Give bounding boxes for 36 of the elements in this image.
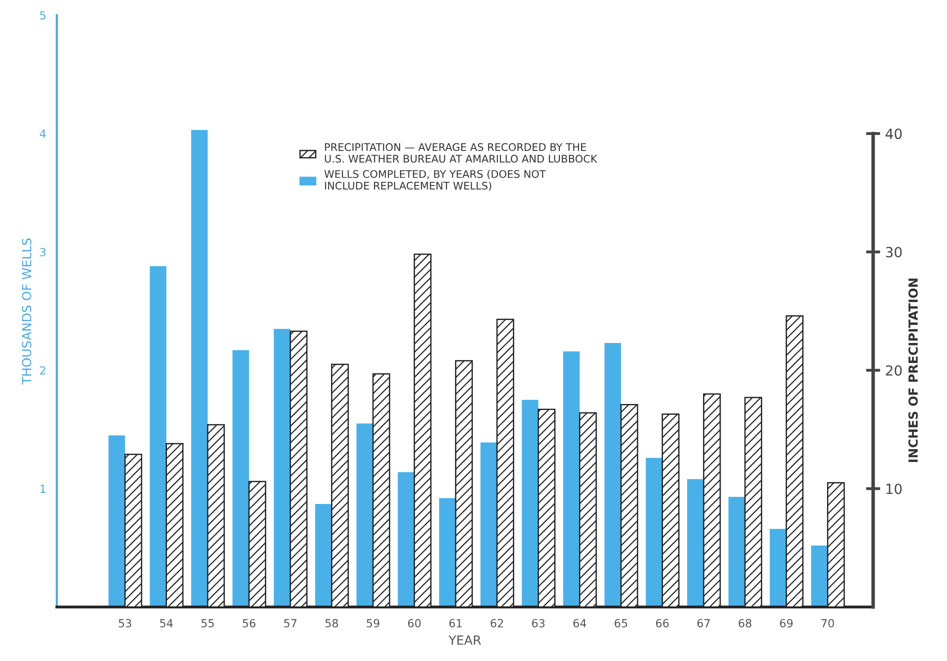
x-tick-label: 65 bbox=[614, 619, 628, 628]
legend-label: PRECIPITATION — AVERAGE AS RECORDED BY THE U.S. WEATHER BUREAU AT AMARILLO AND LUBBOCK bbox=[324, 143, 598, 163]
x-tick-label: 61 bbox=[449, 619, 462, 628]
y-tick-label: 1 bbox=[40, 484, 46, 493]
x-tick-label: 68 bbox=[738, 619, 752, 628]
x-tick-label: 53 bbox=[118, 619, 132, 628]
y-tick-label: 5 bbox=[40, 11, 46, 20]
x-tick-label: 58 bbox=[325, 619, 338, 628]
x-tick-label: 64 bbox=[573, 619, 586, 628]
x-tick-label: 54 bbox=[160, 619, 173, 628]
y-axis-title: THOUSANDS OF WELLS bbox=[22, 238, 32, 385]
x-tick-label: 55 bbox=[201, 619, 214, 628]
x-tick-label: 63 bbox=[532, 619, 545, 628]
legend-label: WELLS COMPLETED, BY YEARS (DOES NOT INCLUDE REPLACEMENT WELLS) bbox=[324, 170, 546, 191]
x-tick-label: 62 bbox=[490, 619, 503, 628]
y-tick-label: 3 bbox=[40, 248, 46, 256]
x-tick-label: 67 bbox=[697, 619, 710, 628]
x-axis-title: YEAR bbox=[448, 635, 482, 645]
x-tick-label: 69 bbox=[780, 619, 793, 628]
x-tick-label: 66 bbox=[656, 619, 669, 628]
bar bbox=[191, 130, 208, 607]
bar bbox=[232, 350, 250, 607]
x-tick-label: 57 bbox=[284, 619, 296, 628]
y2-tick-label: 20 bbox=[886, 365, 902, 376]
y2-axis-title: INCHES OF PRECIPITATION bbox=[908, 278, 918, 462]
y2-tick-label: 40 bbox=[886, 128, 902, 140]
bar bbox=[770, 528, 786, 607]
y-tick-label: 2 bbox=[40, 366, 46, 374]
y2-tick-label: 30 bbox=[886, 246, 902, 258]
x-tick-label: 60 bbox=[408, 619, 421, 628]
y2-tick-label: 10 bbox=[886, 484, 902, 494]
x-tick-label: 59 bbox=[366, 619, 380, 628]
bar bbox=[150, 266, 166, 607]
x-tick-label: 70 bbox=[822, 619, 834, 628]
x-tick-label: 56 bbox=[242, 619, 256, 628]
y-tick-label: 4 bbox=[40, 130, 46, 138]
